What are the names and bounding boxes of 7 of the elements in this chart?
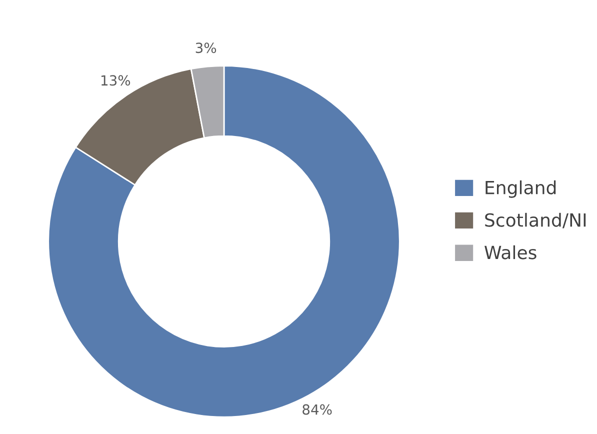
data-label: 84% [302,404,332,415]
data-label: 13% [101,75,130,86]
data-label: 3% [196,42,216,54]
legend-label: England [486,180,556,198]
donut-slice [48,65,400,418]
legend-label: Wales [484,245,536,260]
legend-label: Scotland/NI [485,212,586,228]
